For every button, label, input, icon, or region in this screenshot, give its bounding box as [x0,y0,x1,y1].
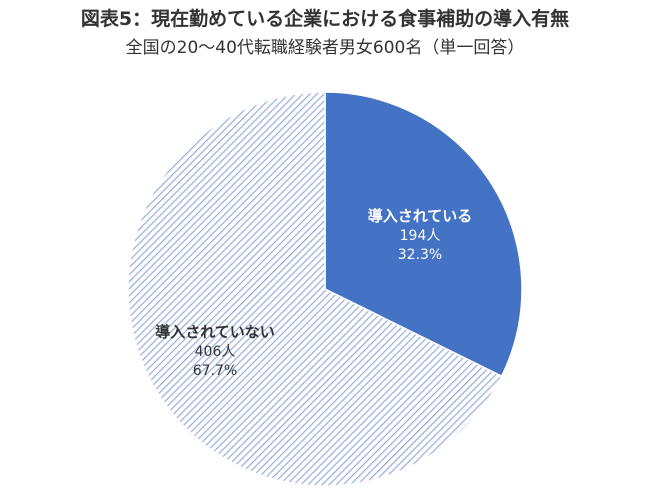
pie-slice-2 [127,91,503,487]
chart-subtitle: 全国の20～40代転職経験者男女600名（単一回答） [125,38,525,58]
slice-percent-2: 67.7% [193,363,237,379]
slice-count-1: 194人 [400,228,441,244]
pie-slice-1 [324,91,523,378]
slice-label-1: 導入されている [368,207,473,225]
slice-label-2: 導入されていない [155,323,275,341]
slice-percent-1: 32.3% [398,247,442,263]
chart-title: 図表5：現在勤めている企業における食事補助の導入有無 [80,8,570,30]
slice-count-2: 406人 [195,344,236,360]
